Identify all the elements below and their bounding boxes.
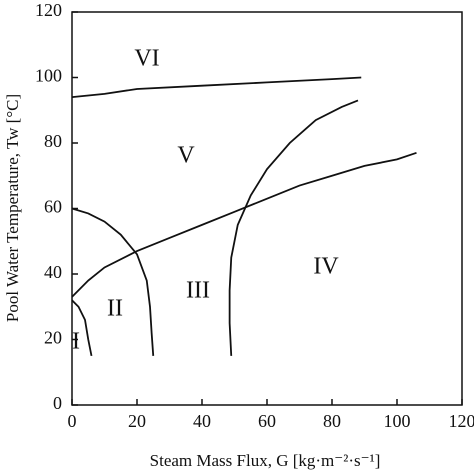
y-tick-label: 100	[35, 66, 62, 86]
x-tick-label: 80	[323, 411, 341, 431]
x-axis-label: Steam Mass Flux, G [kg·m⁻²·s⁻¹]	[150, 451, 381, 470]
x-tick-label: 60	[258, 411, 276, 431]
y-tick-label: 60	[44, 197, 62, 217]
y-tick-label: 40	[44, 262, 62, 282]
y-tick-label: 80	[44, 131, 62, 151]
x-tick-label: 0	[68, 411, 77, 431]
region-label: II	[107, 296, 123, 322]
region-label: IV	[313, 254, 339, 280]
x-tick-label: 100	[384, 411, 411, 431]
boundary-curve	[71, 76, 362, 99]
x-tick-label: 20	[128, 411, 146, 431]
region-label: III	[186, 278, 210, 304]
region-label: I	[72, 329, 80, 355]
x-tick-label: 40	[193, 411, 211, 431]
region-label: V	[177, 143, 195, 169]
boundary-curve	[71, 299, 93, 357]
boundary-curve	[71, 151, 417, 298]
y-tick-label: 120	[35, 0, 62, 20]
y-axis-label: Pool Water Temperature, Tw [°C]	[3, 94, 22, 322]
plot-frame	[71, 11, 463, 406]
region-label: VI	[134, 46, 159, 72]
y-tick-label: 0	[53, 393, 62, 413]
y-tick-label: 20	[44, 328, 62, 348]
x-tick-label: 120	[449, 411, 474, 431]
boundary-curve	[228, 99, 359, 356]
boundary-curve	[71, 207, 155, 356]
